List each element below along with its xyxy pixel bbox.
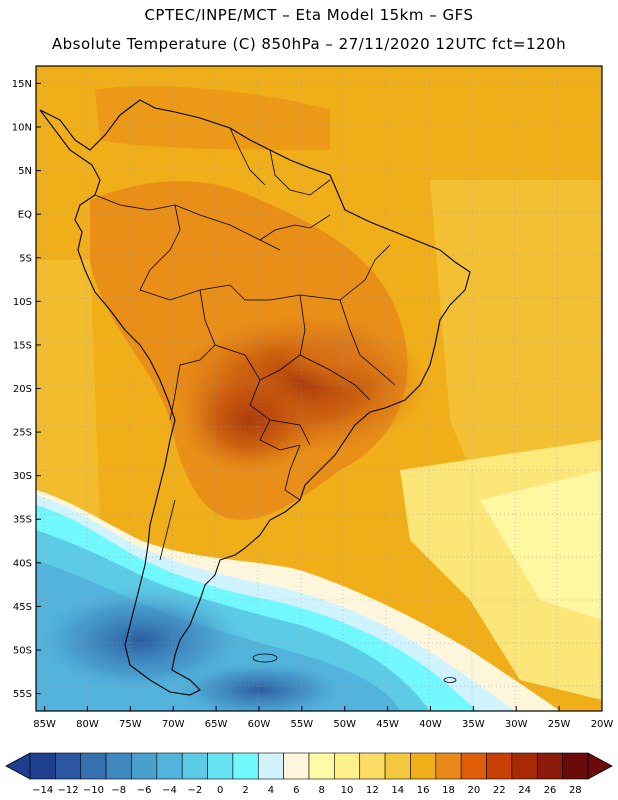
lat-tick-label: 15N (12, 79, 32, 90)
colorbar-label: −12 (57, 785, 78, 796)
colorbar-swatch (182, 753, 207, 779)
colorbar-label: 24 (518, 785, 531, 796)
colorbar-high-arrow (588, 753, 612, 779)
colorbar-swatch (334, 753, 359, 779)
lon-tick-label: 40W (419, 719, 442, 730)
colorbar-swatch (461, 753, 486, 779)
colorbar-swatch (512, 753, 537, 779)
colorbar-label: −2 (187, 785, 202, 796)
colorbar-label: 18 (442, 785, 455, 796)
lon-tick-label: 60W (248, 719, 271, 730)
colorbar-swatch (563, 753, 588, 779)
colorbar-swatch (55, 753, 80, 779)
colorbar-label: 2 (242, 785, 248, 796)
lat-tick-label: 10N (12, 123, 32, 134)
colorbar-label: −14 (32, 785, 53, 796)
colorbar-swatch (106, 753, 131, 779)
colorbar-label: 22 (493, 785, 506, 796)
lat-tick-label: 55S (13, 689, 32, 700)
colorbar-label: 16 (417, 785, 430, 796)
colorbar-swatch (157, 753, 182, 779)
colorbar-label: −10 (83, 785, 104, 796)
colorbar-label: 6 (293, 785, 299, 796)
colorbar-label: 28 (569, 785, 582, 796)
colorbar-swatch (360, 753, 385, 779)
lat-tick-label: 35S (13, 515, 32, 526)
lat-tick-label: 10S (13, 297, 32, 308)
colorbar-swatch (233, 753, 258, 779)
colorbar-label: −4 (162, 785, 177, 796)
lon-tick-label: 55W (291, 719, 314, 730)
lon-tick-label: 70W (162, 719, 185, 730)
lon-tick-label: 80W (76, 719, 99, 730)
lon-tick-label: 65W (205, 719, 228, 730)
colorbar-label: 26 (544, 785, 557, 796)
temperature-field (30, 66, 602, 720)
lat-tick-label: 20S (13, 384, 32, 395)
colorbar-swatch (208, 753, 233, 779)
colorbar-label: 20 (467, 785, 480, 796)
lon-tick-label: 75W (119, 719, 142, 730)
colorbar-swatch (30, 753, 55, 779)
lat-tick-label: 5S (19, 253, 32, 264)
colorbar-swatch (309, 753, 334, 779)
lon-tick-label: 50W (333, 719, 356, 730)
colorbar-swatch (487, 753, 512, 779)
colorbar-swatch (131, 753, 156, 779)
lon-tick-label: 35W (462, 719, 485, 730)
colorbar-swatch (258, 753, 283, 779)
lon-tick-label: 45W (376, 719, 399, 730)
colorbar-label: 4 (268, 785, 274, 796)
colorbar-label: 8 (318, 785, 324, 796)
lat-tick-label: EQ (18, 210, 32, 221)
lon-tick-label: 85W (33, 719, 56, 730)
colorbar-swatch (81, 753, 106, 779)
temperature-map: 15N 10N 5N EQ 5S 10S 15S 20S 25S 30S 35S 40S 45S 50S 5… (0, 0, 618, 745)
lat-tick-label: 25S (13, 428, 32, 439)
lat-tick-label: 15S (13, 340, 32, 351)
colorbar-label: −6 (137, 785, 152, 796)
lat-tick-label: 5N (18, 166, 32, 177)
colorbar-swatch (385, 753, 410, 779)
lon-tick-label: 20W (591, 719, 614, 730)
lat-tick-label: 50S (13, 645, 32, 656)
colorbar-low-arrow (6, 753, 30, 779)
lat-tick-label: 45S (13, 602, 32, 613)
colorbar-swatch (436, 753, 461, 779)
colorbar-label: 14 (391, 785, 404, 796)
lon-tick-label: 30W (505, 719, 528, 730)
lon-tick-label: 25W (548, 719, 571, 730)
colorbar-swatch (410, 753, 435, 779)
temperature-colorbar: −14 −12 −10 −8 −6 −4 −2 0 2 4 6 8 10 12 14 16 18 20 22 24 26… (0, 745, 618, 800)
colorbar-label: 0 (217, 785, 223, 796)
lat-tick-label: 30S (13, 471, 32, 482)
colorbar-label: 10 (341, 785, 354, 796)
lat-tick-label: 40S (13, 558, 32, 569)
colorbar-swatch (537, 753, 562, 779)
colorbar-swatch (284, 753, 309, 779)
colorbar-label: 12 (366, 785, 379, 796)
colorbar-label: −8 (111, 785, 126, 796)
